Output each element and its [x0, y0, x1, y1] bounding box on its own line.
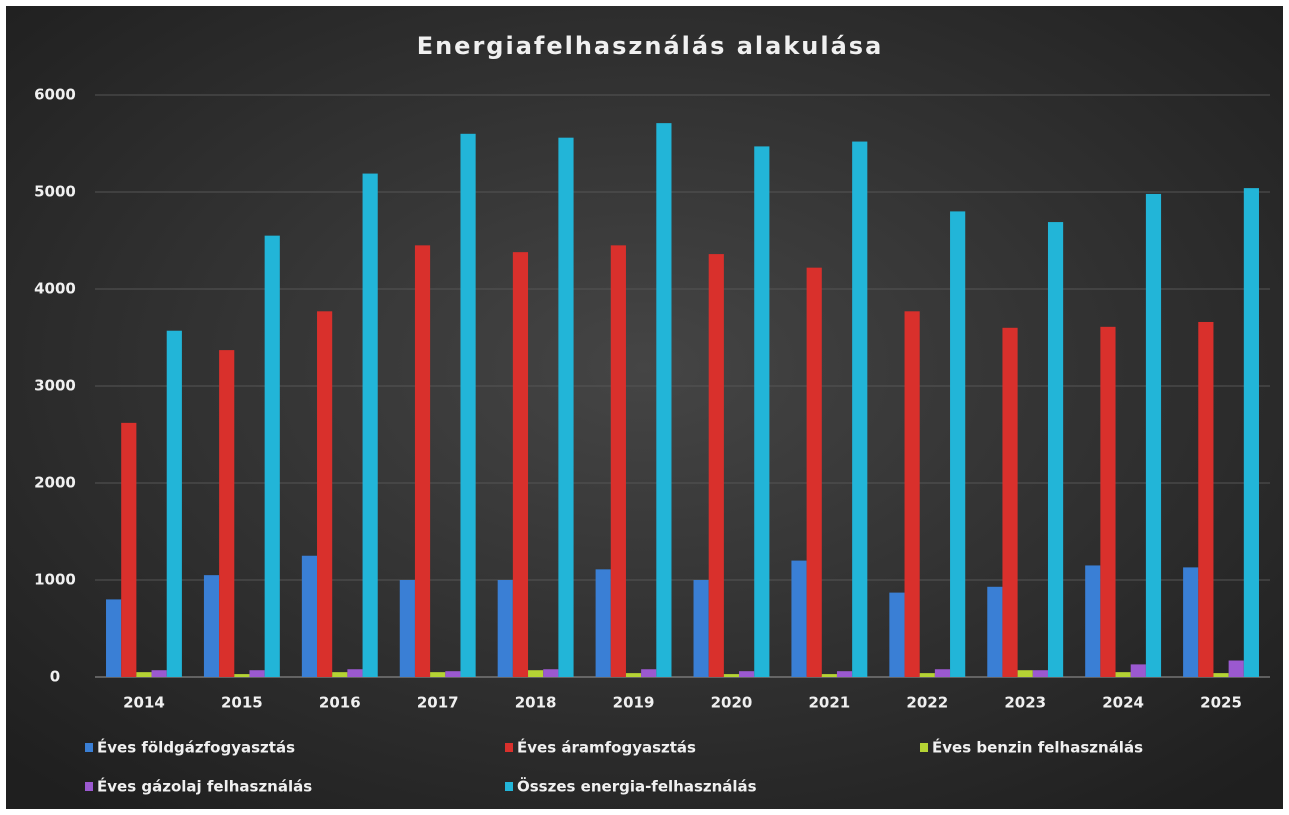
bar — [1243, 188, 1259, 677]
x-tick-label: 2023 — [1004, 694, 1046, 712]
y-tick-label: 5000 — [34, 183, 76, 201]
bar — [249, 670, 265, 677]
bar — [136, 672, 152, 677]
x-tick-label: 2020 — [711, 694, 753, 712]
bar — [1130, 664, 1146, 677]
legend-label: Összes energia-felhasználás — [517, 777, 757, 796]
bar — [987, 586, 1003, 677]
legend-label: Éves gázolaj felhasználás — [97, 777, 312, 796]
bar — [1085, 565, 1101, 677]
bar — [543, 669, 559, 677]
bar — [821, 674, 837, 677]
bar — [512, 252, 529, 677]
bar — [806, 267, 822, 677]
bar — [934, 669, 951, 677]
bar — [264, 235, 280, 677]
legend-label: Éves áramfogyasztás — [517, 738, 696, 757]
y-tick-label: 1000 — [34, 571, 76, 589]
bar — [166, 330, 182, 677]
bar — [656, 123, 672, 677]
bar — [430, 672, 446, 677]
bar — [1183, 567, 1199, 677]
bar — [1145, 193, 1162, 677]
bar — [641, 669, 657, 677]
bar — [362, 173, 378, 677]
bar — [558, 137, 574, 677]
bar — [836, 671, 853, 677]
y-tick-label: 3000 — [34, 377, 76, 395]
bar — [904, 311, 920, 677]
bar — [919, 673, 935, 677]
bar — [889, 592, 905, 677]
x-tick-label: 2021 — [809, 694, 851, 712]
legend-label: Éves földgázfogyasztás — [97, 738, 295, 757]
y-tick-label: 0 — [50, 668, 60, 686]
bar — [234, 674, 250, 677]
x-tick-label: 2018 — [515, 694, 557, 712]
bar — [317, 311, 333, 677]
legend-swatch — [85, 743, 93, 752]
legend-swatch — [85, 782, 93, 791]
bar — [1115, 672, 1131, 677]
bar — [754, 146, 770, 677]
bar — [497, 580, 513, 677]
x-tick-label: 2025 — [1200, 694, 1242, 712]
bar — [301, 555, 318, 677]
y-tick-label: 6000 — [34, 86, 76, 104]
bar — [121, 422, 137, 677]
bar — [399, 580, 415, 677]
bar — [203, 575, 220, 677]
x-tick-label: 2024 — [1102, 694, 1144, 712]
bar — [106, 599, 122, 677]
chart-title: Energiafelhasználás alakulása — [417, 32, 884, 60]
bar — [1032, 670, 1048, 677]
bar — [625, 673, 642, 677]
bar — [1002, 327, 1018, 677]
bar — [445, 671, 461, 677]
bar — [1100, 326, 1116, 677]
x-tick-label: 2022 — [906, 694, 948, 712]
chart-background — [6, 6, 1283, 809]
bar — [693, 580, 709, 677]
x-tick-label: 2017 — [417, 694, 459, 712]
bar — [1047, 222, 1064, 677]
bar — [610, 245, 626, 677]
x-tick-label: 2016 — [319, 694, 361, 712]
bar — [1198, 321, 1214, 677]
legend-swatch — [920, 743, 928, 752]
bar — [414, 245, 431, 677]
bar — [1213, 673, 1229, 677]
y-tick-label: 2000 — [34, 474, 76, 492]
legend-label: Éves benzin felhasználás — [932, 738, 1143, 757]
bar — [219, 350, 235, 677]
y-tick-label: 4000 — [34, 280, 76, 298]
x-tick-label: 2019 — [613, 694, 655, 712]
bar — [460, 133, 476, 678]
bar — [595, 569, 611, 677]
bar — [151, 670, 167, 677]
x-tick-label: 2014 — [123, 694, 165, 712]
bar — [739, 671, 755, 677]
bar — [708, 254, 724, 677]
legend-swatch — [505, 782, 513, 791]
bar — [950, 211, 966, 677]
bar — [332, 672, 348, 677]
x-tick-label: 2015 — [221, 694, 263, 712]
bar — [791, 560, 807, 677]
bar — [723, 674, 740, 677]
bar — [1228, 660, 1244, 677]
bar — [347, 669, 363, 677]
bar — [528, 670, 544, 677]
legend-swatch — [505, 743, 513, 752]
bar — [1017, 670, 1033, 677]
bar — [852, 141, 868, 677]
